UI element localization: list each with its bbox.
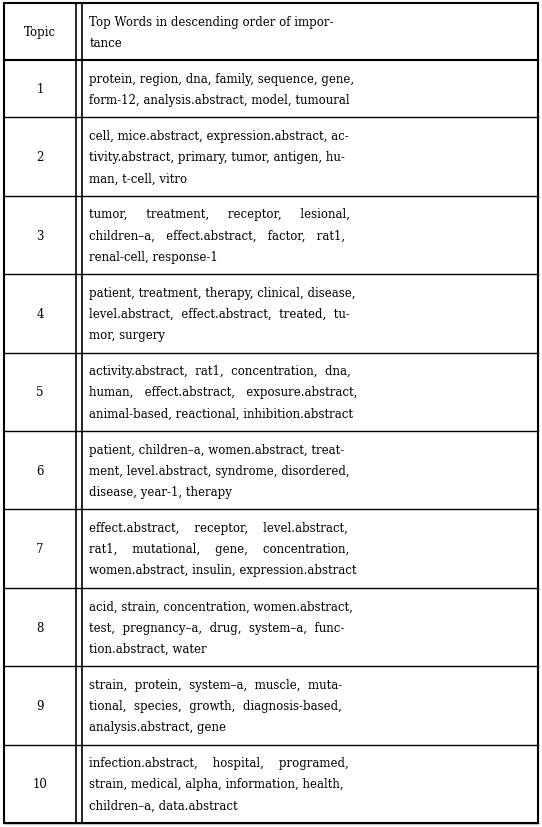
Text: 5: 5 <box>36 386 44 399</box>
Text: 6: 6 <box>36 464 44 477</box>
Text: women.abstract, insulin, expression.abstract: women.abstract, insulin, expression.abst… <box>89 564 357 576</box>
Text: 8: 8 <box>36 621 44 633</box>
Text: Top Words in descending order of impor-: Top Words in descending order of impor- <box>89 16 334 28</box>
Text: Topic: Topic <box>24 26 56 39</box>
Text: 9: 9 <box>36 699 44 712</box>
Text: effect.abstract,    receptor,    level.abstract,: effect.abstract, receptor, level.abstrac… <box>89 521 348 534</box>
Text: 2: 2 <box>36 151 44 164</box>
Text: strain, medical, alpha, information, health,: strain, medical, alpha, information, hea… <box>89 777 344 791</box>
Text: tumor,     treatment,     receptor,     lesional,: tumor, treatment, receptor, lesional, <box>89 208 350 221</box>
Text: acid, strain, concentration, women.abstract,: acid, strain, concentration, women.abstr… <box>89 600 353 613</box>
Text: strain,  protein,  system–a,  muscle,  muta-: strain, protein, system–a, muscle, muta- <box>89 678 343 691</box>
Text: test,  pregnancy–a,  drug,  system–a,  func-: test, pregnancy–a, drug, system–a, func- <box>89 621 345 633</box>
Text: 7: 7 <box>36 543 44 556</box>
Text: protein, region, dna, family, sequence, gene,: protein, region, dna, family, sequence, … <box>89 73 354 86</box>
Text: tivity.abstract, primary, tumor, antigen, hu-: tivity.abstract, primary, tumor, antigen… <box>89 151 345 164</box>
Text: tional,  species,  growth,  diagnosis-based,: tional, species, growth, diagnosis-based… <box>89 699 342 712</box>
Text: children–a, data.abstract: children–a, data.abstract <box>89 799 238 811</box>
Text: tion.abstract, water: tion.abstract, water <box>89 642 207 655</box>
Text: cell, mice.abstract, expression.abstract, ac-: cell, mice.abstract, expression.abstract… <box>89 130 349 143</box>
Text: 1: 1 <box>36 84 44 96</box>
Text: animal-based, reactional, inhibition.abstract: animal-based, reactional, inhibition.abs… <box>89 407 353 420</box>
Text: ment, level.abstract, syndrome, disordered,: ment, level.abstract, syndrome, disorder… <box>89 464 350 477</box>
Text: 4: 4 <box>36 308 44 321</box>
Text: man, t-cell, vitro: man, t-cell, vitro <box>89 172 188 185</box>
Text: infection.abstract,    hospital,    programed,: infection.abstract, hospital, programed, <box>89 756 349 769</box>
Text: disease, year-1, therapy: disease, year-1, therapy <box>89 485 232 499</box>
Text: mor, surgery: mor, surgery <box>89 328 165 342</box>
Text: rat1,    mutational,    gene,    concentration,: rat1, mutational, gene, concentration, <box>89 543 350 556</box>
Text: patient, treatment, therapy, clinical, disease,: patient, treatment, therapy, clinical, d… <box>89 286 356 299</box>
Text: tance: tance <box>89 36 122 50</box>
Text: human,   effect.abstract,   exposure.abstract,: human, effect.abstract, exposure.abstrac… <box>89 386 358 399</box>
Text: renal-cell, response-1: renal-cell, response-1 <box>89 251 218 263</box>
Text: analysis.abstract, gene: analysis.abstract, gene <box>89 720 227 734</box>
Text: 10: 10 <box>33 777 48 791</box>
Text: 3: 3 <box>36 229 44 242</box>
Text: level.abstract,  effect.abstract,  treated,  tu-: level.abstract, effect.abstract, treated… <box>89 308 350 321</box>
Text: activity.abstract,  rat1,  concentration,  dna,: activity.abstract, rat1, concentration, … <box>89 365 351 378</box>
Text: patient, children–a, women.abstract, treat-: patient, children–a, women.abstract, tre… <box>89 443 345 456</box>
Text: children–a,   effect.abstract,   factor,   rat1,: children–a, effect.abstract, factor, rat… <box>89 229 345 242</box>
Text: form-12, analysis.abstract, model, tumoural: form-12, analysis.abstract, model, tumou… <box>89 93 350 107</box>
